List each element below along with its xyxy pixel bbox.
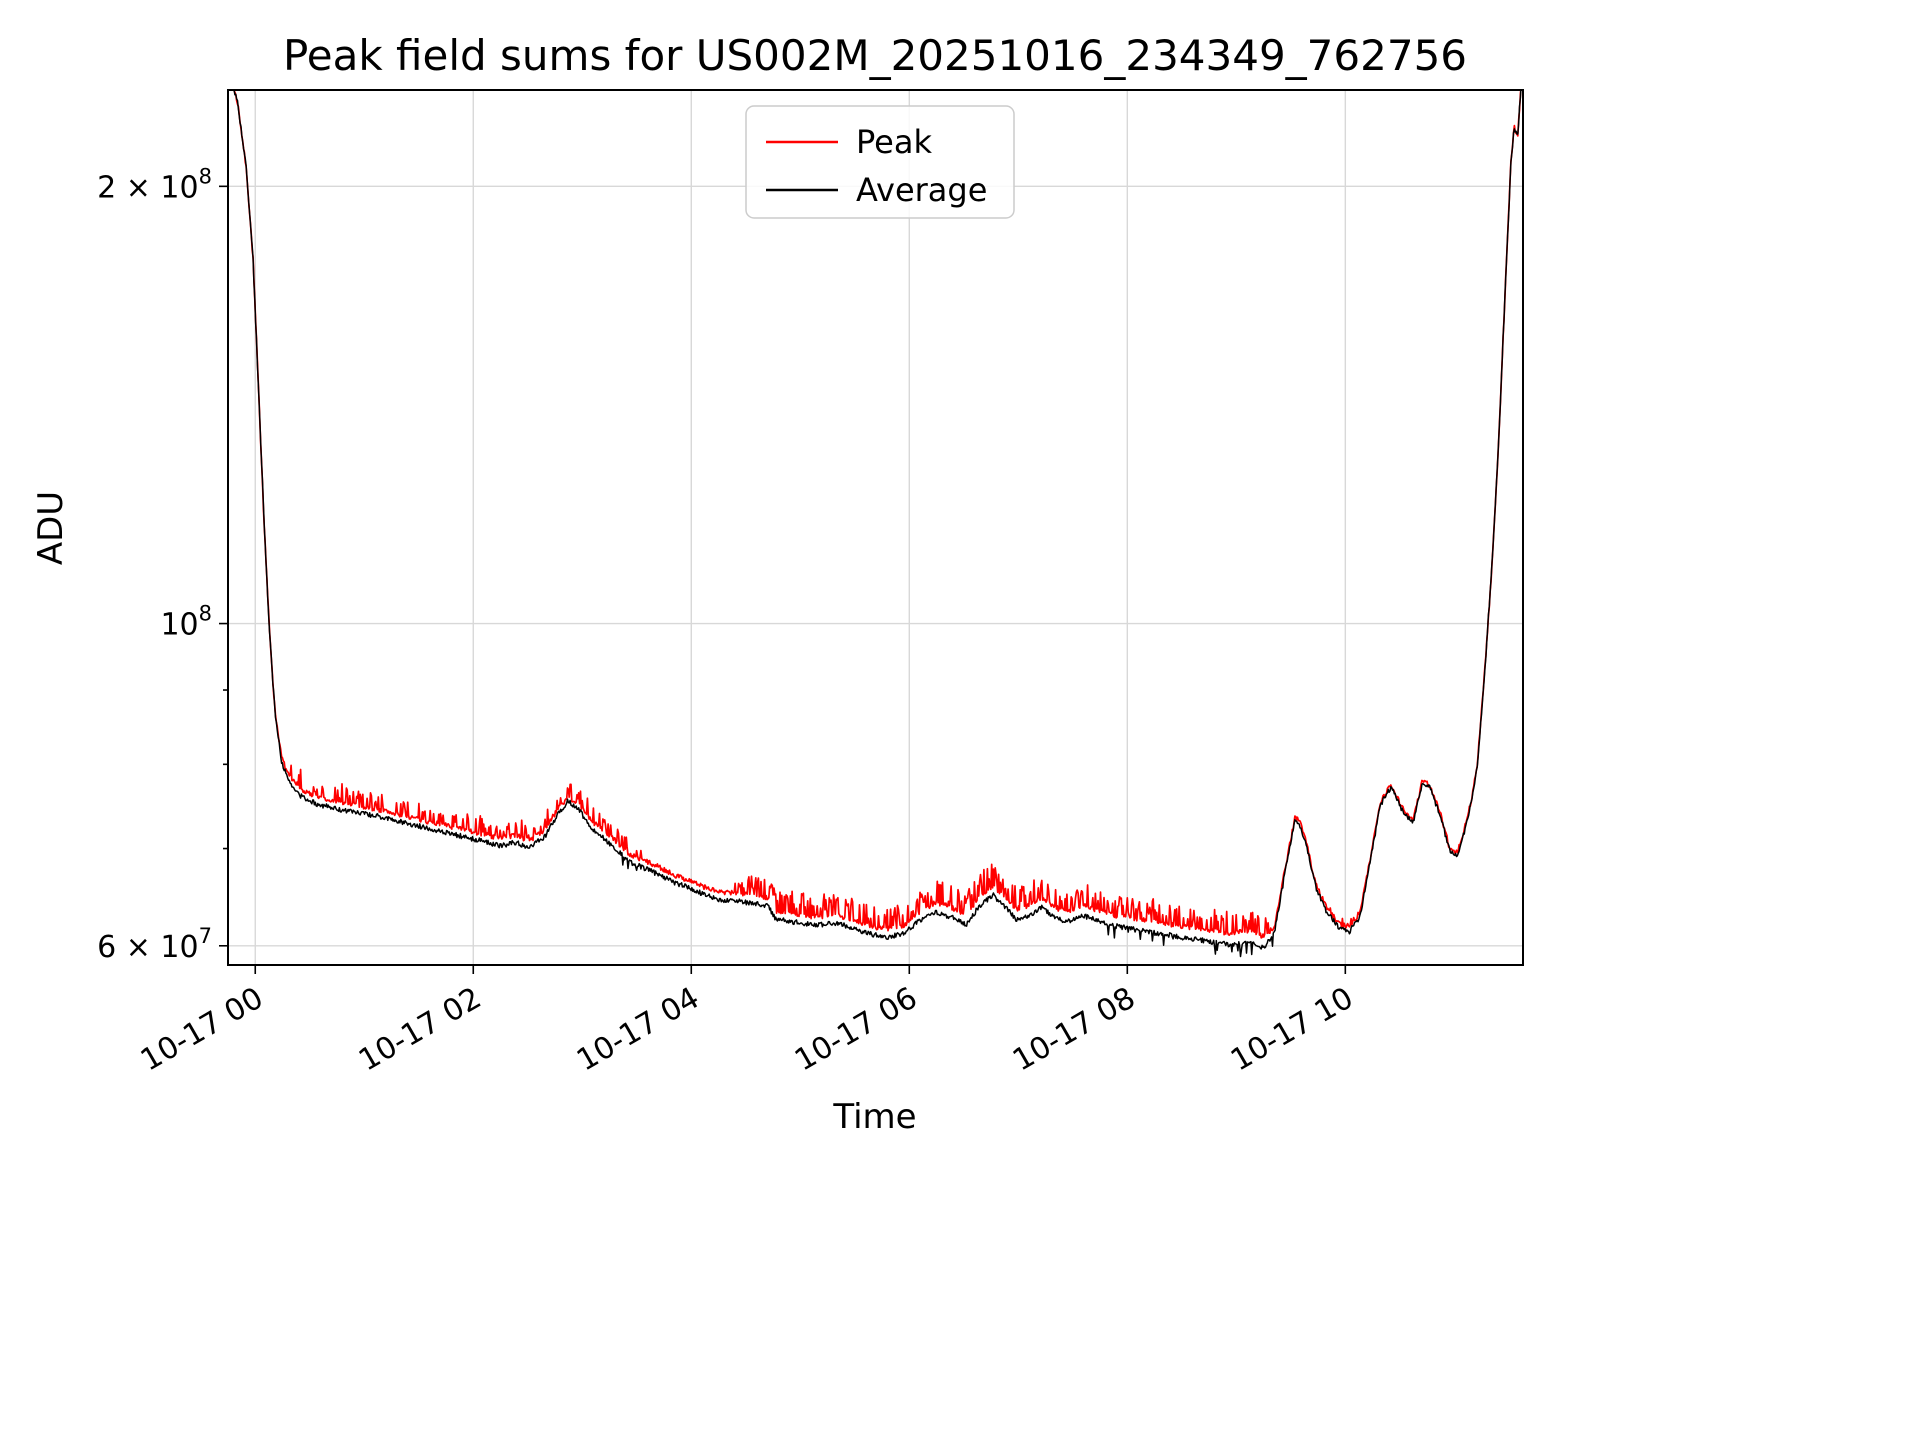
y-tick-label: 6 × 107: [97, 924, 212, 965]
chart-title: Peak field sums for US002M_20251016_2343…: [283, 31, 1467, 80]
series-average-line: [233, 90, 1522, 958]
x-axis-label: Time: [832, 1097, 916, 1137]
legend: Peak Average: [745, 105, 1015, 219]
y-tick-label: 2 × 108: [97, 164, 212, 205]
y-axis-label: ADU: [31, 491, 71, 565]
axis-ticks: [219, 185, 1347, 974]
series-peak-line: [233, 90, 1522, 939]
grid-lines: [228, 90, 1523, 965]
series-group: [233, 90, 1522, 958]
legend-peak-label: Peak: [856, 123, 932, 161]
legend-average-label: Average: [856, 171, 987, 209]
y-tick-label: 108: [160, 602, 212, 643]
plot-border: [227, 89, 1524, 966]
y-tick-labels: 2 × 108 108 6 × 107: [97, 164, 212, 964]
